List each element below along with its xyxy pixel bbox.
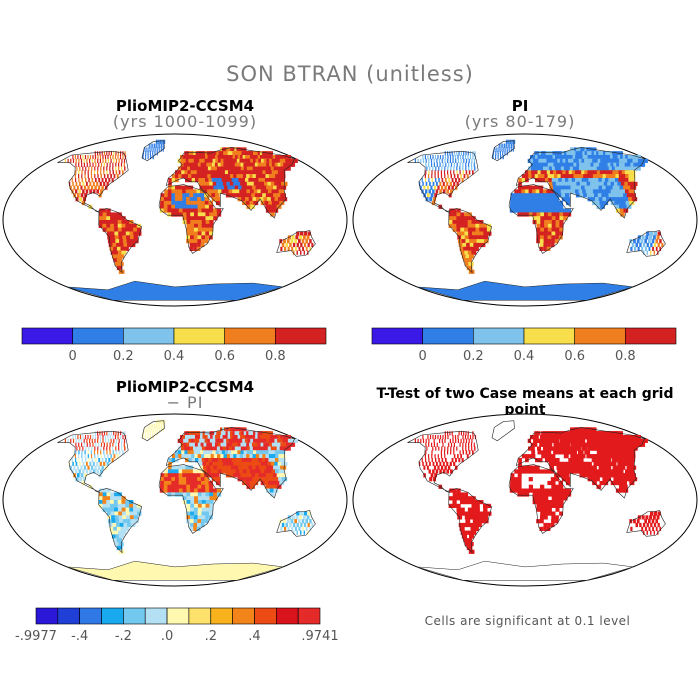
panel-subtitle-bottom-left: − PI	[166, 393, 204, 412]
colorbar-label: 0.2	[463, 349, 484, 364]
colorbar-swatch	[574, 327, 626, 345]
colorbar-difference: -.9977 -.4 -.2 .0 .2 .4 .9741	[15, 607, 339, 644]
colorbar-swatch	[371, 327, 424, 345]
coastline-greenland	[141, 420, 165, 442]
colorbar-swatch	[123, 607, 146, 625]
colorbar-swatch	[173, 327, 226, 345]
antarctica	[416, 560, 634, 581]
colorbar-swatch	[101, 607, 124, 625]
antarctica	[66, 560, 284, 581]
coastline-africa	[508, 184, 574, 254]
colorbar-swatch	[254, 607, 277, 625]
colorbar-swatch	[232, 607, 255, 625]
coastline-australia	[626, 510, 666, 537]
colorbar-swatch	[57, 607, 80, 625]
coastline-australia	[626, 230, 666, 257]
colorbar-label: 0.8	[265, 349, 286, 364]
colorbar-swatch	[188, 607, 211, 625]
colorbar-swatch	[166, 607, 190, 625]
colorbar-top-right: 0 0.2 0.4 0.6 0.8	[371, 327, 677, 364]
coastline-greenland	[491, 420, 515, 442]
antarctica	[66, 280, 284, 301]
colorbar-label: 0.8	[615, 349, 636, 364]
colorbar-swatch	[72, 327, 124, 345]
colorbar-swatch	[144, 607, 168, 625]
colorbar-label: -.9977	[15, 629, 57, 644]
panel-subtitle-top-right: (yrs 80-179)	[464, 112, 576, 131]
colorbar-label: 0.4	[164, 349, 185, 364]
colorbar-swatch	[422, 327, 474, 345]
coastline-samerica	[448, 208, 493, 274]
coastline-namerica	[57, 430, 129, 493]
significance-note: Cells are significant at 0.1 level	[424, 614, 631, 628]
map-panel-pi	[352, 133, 698, 307]
map-panel-ttest	[352, 413, 698, 587]
colorbar-swatch	[624, 327, 677, 345]
coastline-eurasia	[515, 147, 646, 219]
coastline-samerica	[98, 208, 143, 274]
coastline-australia	[276, 510, 316, 537]
colorbar-swatch	[79, 607, 102, 625]
map-panel-pliomip	[2, 133, 348, 307]
antarctica	[416, 280, 634, 301]
colorbar-swatch	[35, 607, 59, 625]
coastline-eurasia	[165, 427, 296, 499]
colorbar-label: 0.6	[214, 349, 235, 364]
colorbar-label: 0	[419, 349, 427, 364]
land-cells	[64, 419, 314, 554]
panel-subtitle-top-left: (yrs 1000-1099)	[112, 112, 258, 131]
colorbar-label: -.4	[71, 629, 88, 644]
colorbar-label: .4	[248, 629, 260, 644]
coastline-africa	[508, 464, 574, 534]
coastline-namerica	[57, 150, 129, 213]
coastline-samerica	[98, 488, 143, 554]
panel-title-top-left: PlioMIP2-CCSM4	[115, 97, 255, 115]
colorbar-top-left: 0 0.2 0.4 0.6 0.8	[21, 327, 327, 364]
coastline-greenland	[141, 140, 165, 162]
land-cells	[64, 139, 314, 274]
coastline-namerica	[407, 150, 479, 213]
coastline-australia	[276, 230, 316, 257]
coastline-namerica	[407, 430, 479, 493]
coastline-eurasia	[165, 147, 296, 219]
panel-title-top-right: PI	[511, 97, 529, 115]
coastline-eurasia	[515, 427, 646, 499]
colorbar-swatch	[473, 327, 525, 345]
colorbar-label: 0.6	[564, 349, 585, 364]
colorbar-label: 0.4	[514, 349, 535, 364]
colorbar-label: .0	[161, 629, 173, 644]
colorbar-swatch	[21, 327, 74, 345]
figure-title: SON BTRAN (unitless)	[226, 62, 474, 86]
land-cells	[414, 139, 664, 274]
colorbar-label: .2	[205, 629, 217, 644]
colorbar-swatch	[210, 607, 233, 625]
colorbar-swatch	[523, 327, 576, 345]
colorbar-label: 0	[69, 349, 77, 364]
panel-title-bottom-left: PlioMIP2-CCSM4	[115, 378, 255, 396]
land-cells	[414, 427, 662, 554]
colorbar-swatch	[123, 327, 175, 345]
colorbar-swatch	[297, 607, 321, 625]
colorbar-swatch	[275, 607, 299, 625]
colorbar-swatch	[274, 327, 327, 345]
coastline-greenland	[491, 140, 515, 162]
map-panel-difference	[2, 413, 348, 587]
coastline-africa	[158, 464, 224, 534]
coastline-africa	[158, 184, 224, 254]
coastline-samerica	[448, 488, 493, 554]
colorbar-label: .9741	[301, 629, 338, 644]
colorbar-swatch	[224, 327, 276, 345]
colorbar-label: 0.2	[113, 349, 134, 364]
colorbar-label: -.2	[115, 629, 132, 644]
